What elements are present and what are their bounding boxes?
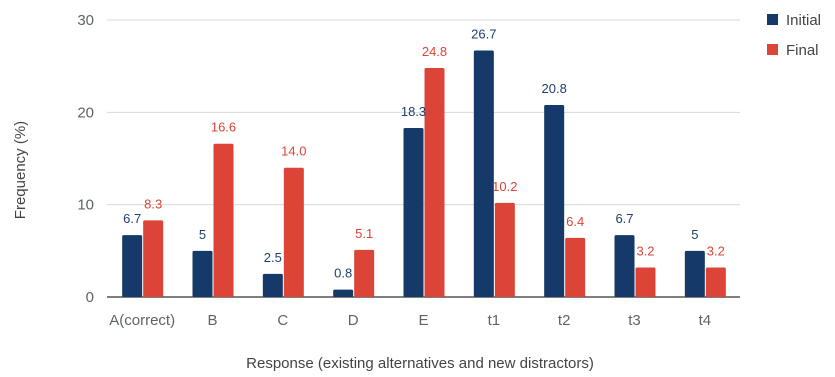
y-tick-label: 30 (77, 12, 94, 29)
data-label-final: 5.1 (355, 226, 373, 241)
x-tick-label: C (277, 312, 288, 329)
bar-final-c (283, 167, 304, 297)
y-axis-title: Frequency (%) (12, 121, 29, 219)
data-labels: 6.78.3516.62.514.00.85.118.324.826.710.2… (123, 26, 725, 280)
bar-initial-t4 (684, 250, 705, 297)
data-label-initial: 20.8 (542, 81, 567, 96)
bar-initial-e (403, 128, 424, 297)
x-tick-label: B (207, 312, 217, 329)
legend: Initial Final (767, 12, 821, 59)
bar-final-t2 (565, 237, 586, 297)
bar-initial-t1 (473, 50, 494, 297)
x-tick-label: A(correct) (109, 312, 175, 329)
x-tick-label: t4 (699, 312, 712, 329)
bar-final-t4 (705, 267, 726, 297)
bar-final-acorrect (143, 220, 164, 297)
bar-final-t3 (635, 267, 656, 297)
legend-label-final: Final (786, 42, 819, 59)
x-tick-label: t3 (628, 312, 641, 329)
legend-swatch-final (767, 44, 778, 55)
data-label-initial: 26.7 (471, 26, 496, 41)
x-tick-label: t1 (488, 312, 501, 329)
bar-initial-acorrect (122, 235, 143, 297)
data-label-initial: 0.8 (334, 266, 352, 281)
data-label-final: 3.2 (636, 243, 654, 258)
y-tick-label: 10 (77, 197, 94, 214)
bar-final-t1 (494, 202, 515, 297)
data-label-final: 10.2 (492, 179, 517, 194)
y-axis-ticks: 0 10 20 30 (77, 12, 94, 306)
bar-initial-d (333, 289, 354, 297)
data-label-final: 3.2 (707, 243, 725, 258)
data-label-initial: 5 (691, 227, 698, 242)
legend-swatch-initial (767, 14, 778, 25)
bar-final-e (424, 68, 445, 297)
data-label-final: 14.0 (281, 144, 306, 159)
x-axis-title: Response (existing alternatives and new … (246, 355, 594, 372)
data-label-initial: 5 (199, 227, 206, 242)
x-tick-label: D (348, 312, 359, 329)
bar-final-d (354, 249, 375, 297)
bar-initial-b (192, 250, 213, 297)
data-label-final: 24.8 (422, 44, 447, 59)
bar-initial-t2 (544, 104, 565, 298)
bar-final-b (213, 143, 234, 297)
x-tick-label: E (418, 312, 428, 329)
data-label-initial: 6.7 (123, 211, 141, 226)
y-tick-label: 0 (86, 289, 94, 306)
x-tick-label: t2 (558, 312, 571, 329)
legend-label-initial: Initial (786, 12, 821, 29)
y-tick-label: 20 (77, 104, 94, 121)
data-label-initial: 2.5 (264, 250, 282, 265)
bars (122, 50, 726, 298)
data-label-final: 6.4 (566, 214, 584, 229)
bar-initial-c (262, 273, 283, 297)
data-label-final: 8.3 (144, 196, 162, 211)
data-label-initial: 18.3 (401, 104, 426, 119)
gridlines (107, 19, 740, 298)
data-label-initial: 6.7 (615, 211, 633, 226)
bar-initial-t3 (614, 235, 635, 297)
data-label-final: 16.6 (211, 120, 236, 135)
